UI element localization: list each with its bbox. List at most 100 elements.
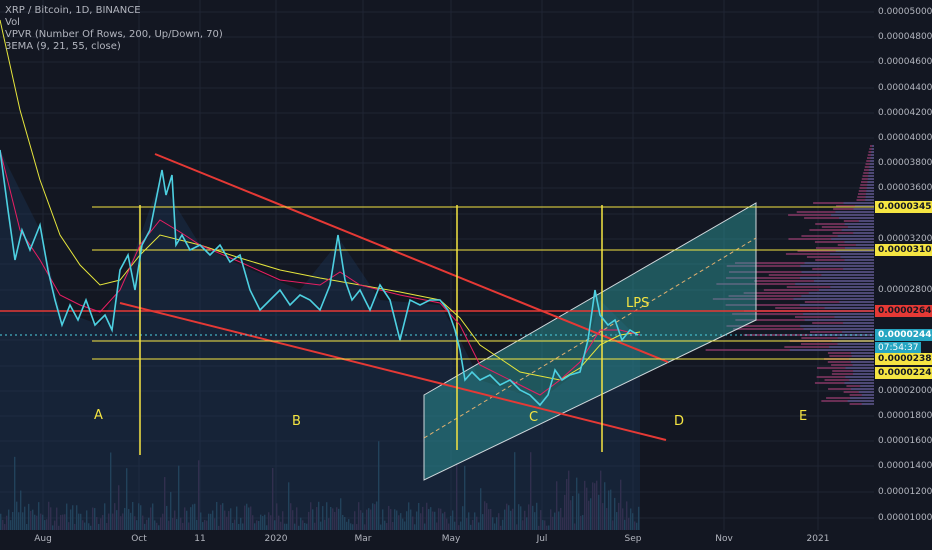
volume-profile-row bbox=[837, 235, 874, 237]
volume-bar bbox=[174, 510, 176, 530]
volume-bar bbox=[352, 524, 354, 530]
volume-bar bbox=[492, 517, 494, 530]
volume-bar bbox=[276, 503, 278, 530]
volume-profile-row bbox=[834, 316, 874, 318]
volume-bar bbox=[182, 522, 184, 530]
volume-bar bbox=[616, 512, 618, 530]
volume-profile-row bbox=[845, 367, 874, 369]
volume-bar bbox=[110, 452, 112, 530]
volume-bar bbox=[84, 522, 86, 530]
resistance-line-lower[interactable] bbox=[119, 302, 667, 441]
volume-profile-row bbox=[866, 190, 874, 192]
volume-profile-row bbox=[789, 349, 874, 351]
volume-bar bbox=[188, 522, 190, 530]
volume-bar bbox=[354, 511, 356, 530]
volume-bar bbox=[500, 525, 502, 530]
volume-bar bbox=[356, 524, 358, 530]
volume-bar bbox=[562, 517, 564, 530]
volume-bar bbox=[480, 488, 482, 530]
channel-midline bbox=[423, 237, 757, 439]
label-c: C bbox=[529, 410, 539, 425]
volume-indicator-label[interactable]: Vol bbox=[5, 17, 20, 28]
volume-profile-row bbox=[813, 280, 874, 282]
volume-bar bbox=[76, 505, 78, 530]
volume-bar bbox=[324, 519, 326, 530]
ema-slow-line bbox=[0, 19, 641, 381]
volume-bar bbox=[328, 518, 330, 530]
volume-bar bbox=[508, 505, 510, 530]
symbol-title[interactable]: XRP / Bitcoin, 1D, BINANCE bbox=[5, 5, 141, 16]
volume-bar bbox=[558, 511, 560, 530]
volume-bar bbox=[274, 520, 276, 530]
volume-bar bbox=[284, 523, 286, 530]
volume-bar bbox=[344, 516, 346, 530]
volume-bar bbox=[548, 525, 550, 530]
volume-bar bbox=[332, 508, 334, 530]
volume-bar bbox=[628, 517, 630, 530]
volume-bar bbox=[46, 519, 48, 530]
volume-profile-row bbox=[870, 160, 874, 162]
volume-bar bbox=[156, 522, 158, 530]
volume-bar bbox=[54, 520, 56, 530]
volume-bar bbox=[52, 525, 54, 530]
price-label-3456[interactable]: 0.00003456 bbox=[875, 201, 932, 213]
volume-profile-row bbox=[763, 289, 874, 291]
volume-bar bbox=[142, 515, 144, 530]
volume-bar bbox=[166, 505, 168, 530]
volume-bar bbox=[310, 502, 312, 530]
volume-bar bbox=[144, 523, 146, 530]
volume-profile-row bbox=[833, 208, 874, 210]
volume-bar bbox=[596, 480, 598, 530]
volume-bar bbox=[26, 524, 28, 530]
volume-bar bbox=[36, 515, 38, 530]
volume-bar bbox=[32, 509, 34, 530]
price-label-2643[interactable]: 0.00002643 bbox=[875, 305, 932, 317]
time-tick: Sep bbox=[624, 534, 642, 544]
volume-bar bbox=[428, 509, 430, 530]
price-label-3108[interactable]: 0.00003108 bbox=[875, 244, 932, 256]
volume-bar bbox=[454, 521, 456, 530]
current-price-label[interactable]: 0.00002443 bbox=[875, 329, 932, 341]
volume-profile-row bbox=[870, 154, 874, 156]
ema-fast-line bbox=[0, 149, 641, 396]
volume-bar bbox=[252, 515, 254, 530]
volume-bar bbox=[564, 494, 566, 530]
volume-bar bbox=[566, 479, 568, 530]
volume-bar bbox=[256, 520, 258, 530]
price-tick: 0.00003600 bbox=[878, 183, 932, 193]
volume-bar bbox=[474, 512, 476, 530]
volume-bar bbox=[398, 515, 400, 530]
volume-bar bbox=[248, 507, 250, 530]
time-axis[interactable]: Aug Oct 11 2020 Mar May Jul Sep Nov 2021 bbox=[0, 530, 874, 550]
volume-profile-row bbox=[785, 253, 874, 255]
volume-bar bbox=[216, 501, 218, 530]
volume-profile-row bbox=[831, 214, 874, 216]
volume-bar bbox=[280, 521, 282, 530]
volume-profile-row bbox=[809, 229, 874, 231]
volume-bar bbox=[308, 511, 310, 530]
volume-bar bbox=[100, 518, 102, 530]
price-label-2389[interactable]: 0.00002389 bbox=[875, 353, 932, 365]
volume-bar bbox=[550, 509, 552, 530]
vpvr-indicator-label[interactable]: VPVR (Number Of Rows, 200, Up/Down, 70) bbox=[5, 29, 223, 40]
resistance-line-upper[interactable] bbox=[154, 153, 669, 363]
volume-bar bbox=[132, 502, 134, 530]
volume-bar bbox=[372, 503, 374, 530]
grid bbox=[0, 0, 874, 530]
volume-bar bbox=[394, 509, 396, 530]
volume-bar bbox=[172, 517, 174, 530]
volume-bar bbox=[262, 516, 264, 530]
price-label-2245[interactable]: 0.00002245 bbox=[875, 367, 932, 379]
volume-profile-row bbox=[849, 379, 874, 381]
volume-bar bbox=[342, 514, 344, 530]
volume-bar bbox=[140, 505, 142, 530]
price-tick: 0.00004200 bbox=[878, 108, 932, 118]
volume-profile-row bbox=[839, 301, 874, 303]
volume-bar bbox=[286, 523, 288, 530]
volume-bar bbox=[12, 511, 14, 530]
volume-profile-row bbox=[869, 166, 874, 168]
price-axis[interactable]: 0.00005000 0.00004800 0.00004600 0.00004… bbox=[874, 0, 932, 530]
volume-bar bbox=[592, 482, 594, 530]
ema-indicator-label[interactable]: 3EMA (9, 21, 55, close) bbox=[5, 41, 121, 52]
